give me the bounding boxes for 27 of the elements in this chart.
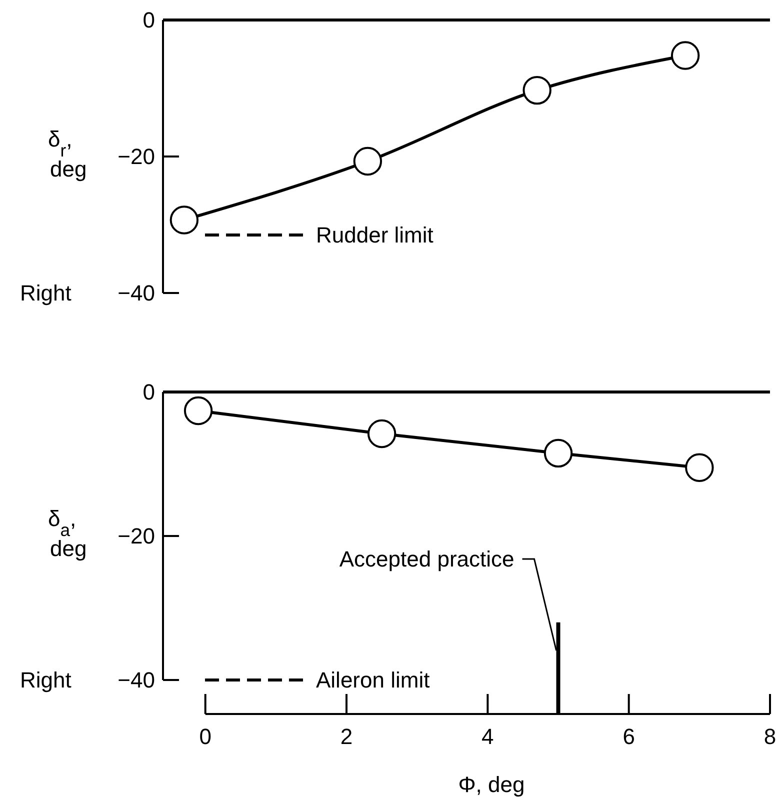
point bbox=[522, 76, 552, 105]
y-tick-label: 0 bbox=[142, 8, 155, 33]
ref-line-label: Accepted practice bbox=[339, 546, 514, 572]
y-tick-label: −20 bbox=[118, 144, 155, 170]
x-tick-label: 0 bbox=[199, 724, 212, 749]
point bbox=[544, 438, 573, 468]
point bbox=[670, 41, 700, 70]
point bbox=[367, 419, 396, 448]
x-tick-label: 8 bbox=[764, 724, 776, 749]
y-axis-title: δ$_{a}$, deg bbox=[48, 506, 87, 561]
text: Right bbox=[20, 280, 72, 306]
x-axis-title: Φ, deg bbox=[458, 772, 525, 797]
x-tick-label: 4 bbox=[482, 724, 494, 749]
y-tick-label: −40 bbox=[118, 280, 155, 306]
text: Right bbox=[20, 668, 72, 693]
point bbox=[353, 146, 382, 176]
ref-line-label: Rudder limit bbox=[316, 222, 434, 248]
y-axis-title: δ$_{r}$, deg bbox=[48, 126, 87, 182]
y-tick-label: 0 bbox=[142, 380, 155, 405]
x-tick-label: 6 bbox=[622, 724, 635, 749]
point bbox=[685, 453, 714, 482]
ref-line-label: Aileron limit bbox=[316, 668, 430, 693]
point bbox=[184, 396, 213, 426]
point bbox=[170, 206, 199, 234]
y-tick-label: −20 bbox=[118, 524, 155, 549]
x-tick-label: 2 bbox=[340, 724, 353, 749]
y-tick-label: −40 bbox=[118, 668, 155, 693]
